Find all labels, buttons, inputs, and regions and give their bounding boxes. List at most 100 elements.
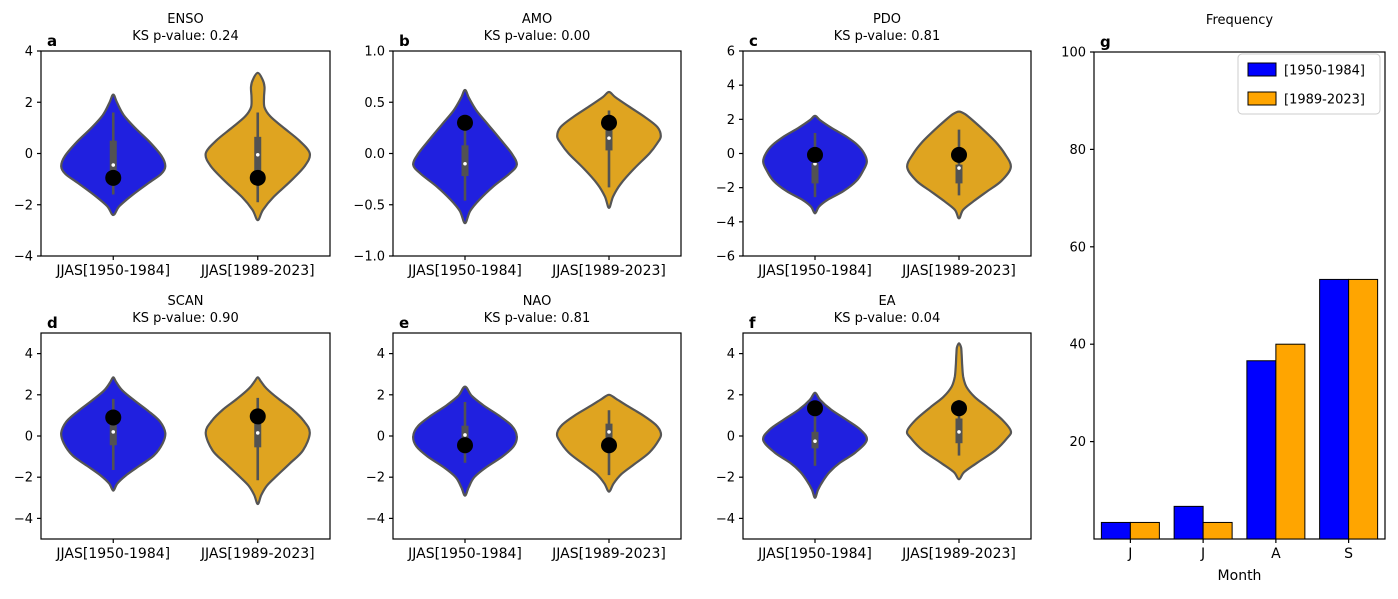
iqr-box	[955, 164, 963, 184]
panel-title: AMO	[522, 12, 552, 27]
bar-J-0-1950-1984	[1173, 505, 1204, 540]
panel-letter: f	[749, 314, 756, 332]
panel-title: EA	[878, 294, 895, 309]
bar-J-1-1989-2023	[1202, 521, 1233, 540]
panel-letter: a	[47, 32, 57, 50]
panel-letter: d	[47, 314, 58, 332]
panel-letter: g	[1100, 33, 1111, 51]
mean-dot	[457, 114, 473, 131]
y-tick-label: −2	[14, 198, 33, 213]
median-dot	[111, 430, 116, 434]
axes-frame	[1093, 51, 1386, 540]
panel-subtitle: KS p-value: 0.81	[834, 29, 940, 44]
x-tick-label: JJAS[1950-1984]	[757, 546, 872, 562]
y-tick-label: −4	[716, 215, 735, 230]
median-dot	[813, 439, 817, 443]
y-tick-label: 4	[25, 45, 33, 60]
iqr-box	[109, 140, 117, 186]
y-tick-label: 0	[727, 430, 735, 445]
y-tick-label: −6	[716, 250, 735, 265]
x-tick-label: JJAS[1950-1984]	[407, 263, 522, 279]
y-tick-label: 0	[25, 430, 33, 445]
y-tick-label: 100	[1061, 46, 1086, 61]
y-tick-label: 1.0	[364, 45, 385, 60]
legend: [1950-1984] [1989-2023]	[1237, 53, 1381, 115]
mean-dot	[951, 146, 967, 163]
mean-dot	[249, 169, 266, 186]
mean-dot	[601, 114, 617, 131]
mean-dot	[951, 400, 967, 417]
panel-a: ENSO KS p-value: 0.24 a −4 −2 0 2 4 JJAS[1950-19…	[14, 12, 331, 279]
y-tick-label: 0	[727, 147, 735, 162]
y-tick-label: −2	[366, 471, 385, 486]
panel-title: Frequency	[1206, 13, 1273, 28]
x-tick-label: JJAS[1989-2023]	[901, 546, 1016, 562]
y-tick-label: 20	[1069, 435, 1086, 450]
y-tick-label: −4	[366, 512, 385, 527]
y-tick-label: −1.0	[353, 250, 385, 265]
y-tick-label: −4	[14, 250, 33, 265]
bar-S-0-1950-1984	[1319, 278, 1350, 540]
median-dot	[255, 431, 260, 435]
panel-subtitle: KS p-value: 0.00	[484, 29, 590, 44]
iqr-box	[461, 425, 469, 441]
y-tick-label: 4	[727, 347, 735, 362]
y-tick-label: 4	[25, 347, 33, 362]
bar-A-0-1950-1984	[1246, 360, 1277, 540]
y-tick-label: 2	[25, 96, 33, 111]
median-dot	[957, 430, 961, 434]
x-tick-label: JJAS[1989-2023]	[200, 263, 315, 279]
panel-g: Frequency g 20 40 60 80 100 J J A S Month [1950-1984…	[1061, 13, 1386, 584]
bar-S-1-1989-2023	[1348, 278, 1379, 540]
iqr-box	[811, 162, 819, 184]
panel-c: PDO KS p-value: 0.81 c −6 −4 −2 0 2 4 6 JJAS[1950-…	[716, 12, 1032, 279]
x-tick-label: S	[1344, 546, 1353, 562]
median-dot	[957, 166, 961, 170]
y-tick-label: −4	[14, 512, 33, 527]
legend-swatch-1989-2023	[1247, 91, 1277, 106]
x-axis-label: Month	[1218, 568, 1262, 584]
y-tick-label: 0	[377, 430, 385, 445]
mean-dot	[457, 437, 473, 454]
median-dot	[607, 430, 611, 434]
panel-title: PDO	[873, 12, 901, 27]
median-dot	[463, 433, 467, 437]
panel-letter: c	[749, 32, 758, 50]
legend-swatch-1950-1984	[1247, 62, 1277, 77]
mean-dot	[807, 146, 823, 163]
bar-A-1-1989-2023	[1275, 343, 1306, 540]
panel-letter: e	[399, 314, 409, 332]
median-dot	[607, 136, 611, 140]
y-tick-label: 0.0	[364, 147, 385, 162]
median-dot	[463, 161, 467, 166]
x-tick-label: JJAS[1989-2023]	[200, 546, 315, 562]
median-dot	[111, 163, 116, 167]
legend-label: [1989-2023]	[1284, 93, 1365, 108]
bar-J-1-1989-2023	[1129, 521, 1160, 540]
median-dot	[255, 152, 260, 157]
mean-dot	[249, 408, 266, 425]
y-tick-label: 0.5	[364, 96, 385, 111]
iqr-box	[461, 145, 469, 177]
panel-subtitle: KS p-value: 0.24	[132, 29, 238, 44]
y-tick-label: −2	[14, 471, 33, 486]
panel-d: SCAN KS p-value: 0.90 d −4 −2 0 2 4 JJAS[1950-19…	[14, 294, 331, 562]
y-tick-label: 2	[25, 388, 33, 403]
y-tick-label: 2	[377, 388, 385, 403]
x-tick-label: JJAS[1950-1984]	[757, 263, 872, 279]
y-tick-label: 6	[727, 45, 735, 60]
bar-J-0-1950-1984	[1100, 521, 1131, 540]
x-tick-label: JJAS[1989-2023]	[551, 263, 666, 279]
x-tick-label: JJAS[1989-2023]	[901, 263, 1016, 279]
x-tick-label: JJAS[1950-1984]	[55, 546, 170, 562]
iqr-box	[109, 423, 117, 446]
panel-title: SCAN	[168, 294, 204, 309]
panel-letter: b	[399, 32, 410, 50]
x-tick-label: JJAS[1950-1984]	[407, 546, 522, 562]
y-tick-label: 2	[727, 388, 735, 403]
panel-subtitle: KS p-value: 0.90	[132, 311, 238, 326]
panel-subtitle: KS p-value: 0.81	[484, 311, 590, 326]
y-tick-label: −4	[716, 512, 735, 527]
